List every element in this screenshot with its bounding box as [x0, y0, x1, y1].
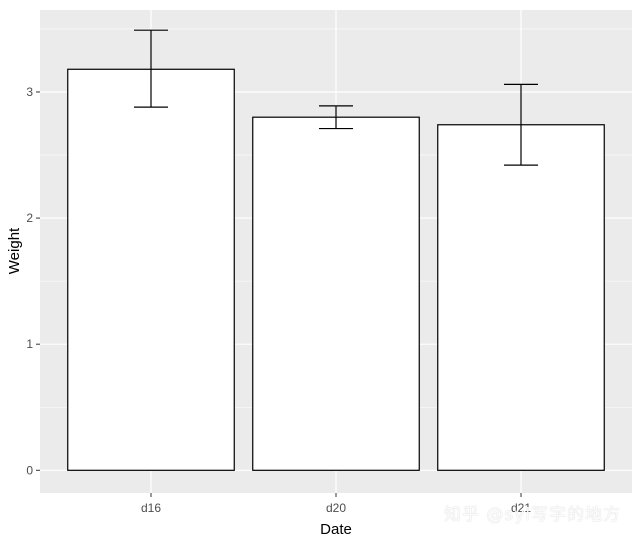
error-bar-d16 — [134, 29, 168, 108]
bar-d20 — [252, 116, 420, 471]
bar-d16 — [67, 68, 235, 471]
bars — [67, 68, 605, 471]
bar-d21 — [437, 124, 605, 471]
x-tick-label-d20: d20 — [326, 501, 346, 515]
y-tick-label: 1 — [26, 337, 33, 351]
watermark: 知乎 @syl写字的地方 — [444, 505, 622, 525]
error-bars — [134, 29, 538, 166]
y-axis-title: Weight — [6, 227, 23, 274]
x-tick-label-d16: d16 — [141, 501, 161, 515]
y-tick-label: 0 — [26, 463, 33, 477]
y-tick-label: 3 — [26, 85, 33, 99]
x-axis-title: Date — [320, 521, 352, 538]
y-axis-ticks: 0 1 2 3 — [26, 85, 40, 477]
error-bar-d20 — [319, 105, 353, 130]
error-bar-d21 — [504, 83, 538, 166]
y-tick-label: 2 — [26, 211, 33, 225]
x-tick-label-d21: d21 — [511, 501, 531, 515]
x-axis-ticks: d16 d20 d21 — [141, 493, 531, 515]
